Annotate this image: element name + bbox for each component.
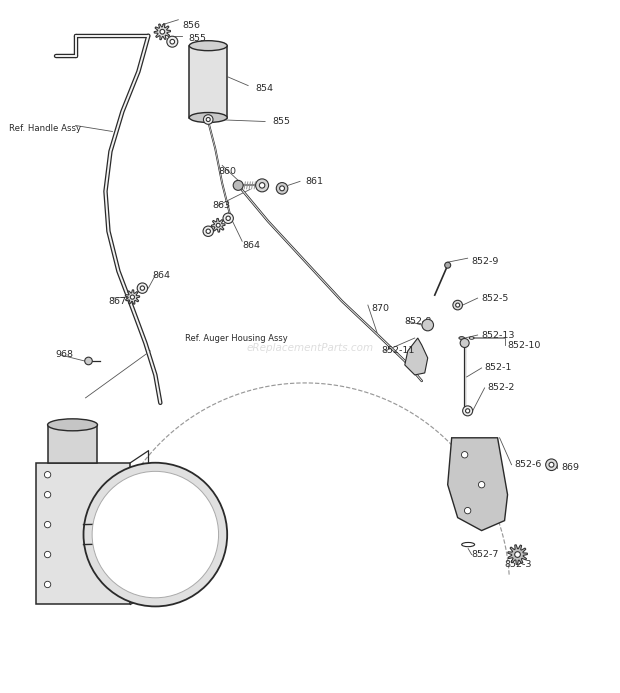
Text: 852-9: 852-9	[472, 256, 499, 265]
Text: 856: 856	[182, 21, 200, 30]
Text: 867: 867	[108, 297, 126, 306]
Text: 968: 968	[56, 351, 74, 360]
Circle shape	[460, 338, 469, 347]
Ellipse shape	[48, 419, 97, 431]
Text: 863: 863	[212, 201, 231, 210]
Text: 869: 869	[562, 463, 580, 472]
Circle shape	[167, 36, 178, 47]
FancyBboxPatch shape	[48, 425, 97, 463]
Polygon shape	[154, 24, 170, 40]
Circle shape	[255, 179, 268, 192]
Circle shape	[223, 213, 233, 223]
Text: 854: 854	[255, 84, 273, 93]
Circle shape	[515, 552, 520, 557]
Circle shape	[456, 303, 459, 307]
Text: 852-6: 852-6	[515, 460, 542, 469]
Text: 870: 870	[372, 304, 390, 313]
Text: 852-11: 852-11	[382, 346, 415, 356]
Polygon shape	[211, 218, 225, 232]
Circle shape	[259, 183, 265, 188]
Text: 852-10: 852-10	[508, 340, 541, 349]
Circle shape	[130, 295, 135, 299]
Text: 852-8: 852-8	[405, 317, 432, 326]
Circle shape	[445, 262, 451, 268]
Text: Ref. Handle Assy: Ref. Handle Assy	[9, 124, 81, 133]
Circle shape	[546, 459, 557, 471]
Polygon shape	[508, 545, 528, 564]
Circle shape	[45, 581, 51, 588]
Circle shape	[463, 406, 472, 416]
Text: 852-3: 852-3	[505, 560, 532, 569]
Polygon shape	[405, 338, 428, 375]
Text: 861: 861	[305, 177, 323, 186]
Ellipse shape	[189, 41, 227, 51]
FancyBboxPatch shape	[189, 46, 227, 118]
Circle shape	[461, 452, 468, 458]
Circle shape	[479, 482, 485, 488]
Circle shape	[85, 357, 92, 365]
Polygon shape	[448, 438, 508, 531]
Circle shape	[203, 115, 213, 124]
Ellipse shape	[469, 337, 474, 340]
Circle shape	[453, 300, 463, 310]
Text: 855: 855	[188, 34, 206, 43]
Circle shape	[84, 463, 227, 606]
Circle shape	[206, 118, 210, 121]
Circle shape	[233, 180, 243, 191]
Circle shape	[140, 286, 144, 290]
Circle shape	[45, 552, 51, 558]
Text: 864: 864	[153, 271, 171, 280]
Ellipse shape	[462, 543, 475, 547]
Circle shape	[45, 471, 51, 478]
Circle shape	[464, 507, 471, 514]
Circle shape	[280, 186, 285, 191]
Circle shape	[216, 223, 220, 227]
Ellipse shape	[459, 337, 464, 340]
Text: 852-13: 852-13	[482, 331, 515, 340]
Circle shape	[160, 29, 165, 34]
Circle shape	[137, 283, 148, 293]
Text: eReplacementParts.com: eReplacementParts.com	[246, 343, 374, 353]
Text: 864: 864	[242, 240, 260, 249]
Circle shape	[466, 409, 470, 413]
Text: 852-2: 852-2	[487, 383, 515, 392]
Text: Ref. Auger Housing Assy: Ref. Auger Housing Assy	[185, 333, 288, 342]
Circle shape	[45, 491, 51, 498]
Text: 855: 855	[272, 117, 290, 126]
Circle shape	[277, 182, 288, 194]
Text: 852-7: 852-7	[472, 550, 499, 559]
Circle shape	[422, 319, 433, 331]
Text: 852-5: 852-5	[482, 294, 509, 303]
Circle shape	[92, 471, 219, 598]
Circle shape	[170, 40, 175, 44]
Text: 852-1: 852-1	[485, 363, 512, 372]
FancyBboxPatch shape	[35, 463, 130, 604]
Circle shape	[226, 216, 231, 220]
Circle shape	[549, 462, 554, 467]
Circle shape	[45, 521, 51, 528]
Circle shape	[203, 226, 213, 236]
Circle shape	[206, 229, 210, 234]
Polygon shape	[125, 290, 140, 304]
Ellipse shape	[189, 112, 227, 123]
Text: 860: 860	[218, 167, 236, 176]
